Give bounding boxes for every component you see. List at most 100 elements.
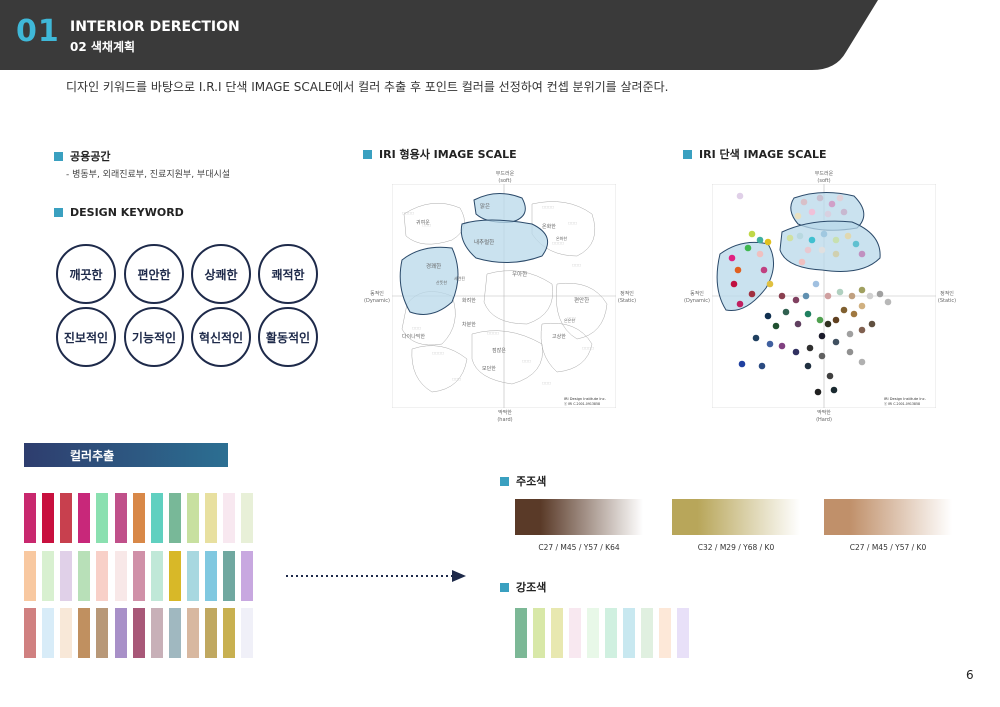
svg-text:□□□: □□□: [568, 221, 577, 225]
extracted-swatch: [78, 608, 91, 658]
extracted-swatch: [132, 493, 145, 543]
color-dot: [850, 310, 858, 318]
color-dot: [848, 292, 856, 300]
main-color-code: C27 / M45 / Y57 / K64: [538, 543, 620, 552]
public-space-list: - 병동부, 외래진료부, 진료지원부, 부대시설: [66, 170, 231, 180]
square-bullet-icon: [500, 583, 509, 592]
adj-left-label: 동적인 (Dynamic): [364, 291, 390, 304]
color-extract-banner: [24, 443, 228, 467]
page-subtitle: 02 색채계획: [70, 40, 136, 54]
svg-text:□□□: □□□: [542, 381, 551, 385]
keyword-circle: 기능적인: [124, 307, 184, 367]
color-dot: [736, 192, 744, 200]
color-dot: [868, 320, 876, 328]
color-dot: [736, 300, 744, 308]
svg-text:□□□: □□□: [522, 359, 531, 363]
color-dot: [764, 238, 772, 246]
extracted-swatch: [60, 551, 73, 601]
accent-color-swatch: [569, 608, 581, 658]
adjective-word: 경쾌한: [426, 262, 441, 270]
color-dot: [756, 236, 764, 244]
accent-color-swatch: [605, 608, 617, 658]
adjective-word: 고상한: [552, 333, 566, 340]
adj-top-label: 부드러운 (soft): [495, 171, 515, 184]
extracted-swatch: [96, 493, 109, 543]
extracted-swatch: [241, 608, 254, 658]
adjective-word: 세련된: [454, 275, 465, 281]
color-image-scale: IRI Design Institute Inc. ⓒ IRI C.2001-0…: [712, 184, 936, 408]
accent-color-swatch: [533, 608, 545, 658]
extracted-swatch: [205, 493, 217, 543]
color-dot: [824, 210, 832, 218]
color-dot: [748, 290, 756, 298]
color-dot: [846, 330, 854, 338]
color-dot: [808, 208, 816, 216]
main-color-swatch: [515, 499, 643, 535]
color-dot: [752, 334, 760, 342]
keyword-circle: 쾌적한: [258, 244, 318, 304]
extracted-swatch: [223, 608, 236, 658]
color-scale-heading: IRI 단색 IMAGE SCALE: [683, 146, 827, 162]
color-dot: [798, 258, 806, 266]
main-color-swatch: [824, 499, 952, 535]
adj-bottom-label: 딱딱한 (hard): [497, 410, 513, 423]
color-dot: [818, 246, 826, 254]
color-dot: [730, 280, 738, 288]
color-dot: [756, 250, 764, 258]
adjective-word: 귀여운: [416, 219, 430, 226]
color-dot: [772, 322, 780, 330]
extracted-swatch: [114, 608, 127, 658]
color-dot: [766, 340, 774, 348]
accent-color-heading: 강조색: [500, 579, 546, 595]
main-color-code: C27 / M45 / Y57 / K0: [849, 543, 927, 552]
color-dot: [840, 306, 848, 314]
extracted-swatch: [168, 551, 181, 601]
color-dot: [744, 244, 752, 252]
color-dot: [760, 266, 768, 274]
square-bullet-icon: [54, 152, 63, 161]
svg-text:□□□□: □□□□: [432, 351, 444, 355]
extracted-swatch: [205, 551, 217, 601]
square-bullet-icon: [683, 150, 692, 159]
adj-scale-credit: IRI Design Institute Inc.: [564, 397, 606, 401]
keyword-circle: 활동적인: [258, 307, 318, 367]
color-dot: [804, 362, 812, 370]
extracted-swatch: [205, 608, 217, 658]
extracted-swatch: [78, 493, 91, 543]
extracted-swatch: [60, 493, 73, 543]
color-dot: [858, 250, 866, 258]
color-dot: [858, 326, 866, 334]
svg-text:□□□: □□□: [572, 263, 581, 267]
svg-text:□□□□: □□□□: [582, 346, 594, 350]
extracted-swatch: [241, 493, 254, 543]
extracted-swatch: [168, 493, 181, 543]
color-dot: [804, 246, 812, 254]
adjective-word: 우아한: [512, 270, 527, 278]
design-keyword-heading: DESIGN KEYWORD: [54, 206, 184, 219]
accent-color-swatch: [587, 608, 599, 658]
color-dot: [836, 288, 844, 296]
section-number: 01: [16, 14, 60, 49]
color-dot: [734, 266, 742, 274]
page-number: 6: [966, 668, 974, 682]
color-dot: [782, 308, 790, 316]
color-dot: [792, 296, 800, 304]
square-bullet-icon: [500, 477, 509, 486]
extracted-swatch: [96, 551, 109, 601]
keyword-circle: 편안한: [124, 244, 184, 304]
color-dot: [764, 312, 772, 320]
extracted-swatch: [96, 608, 109, 658]
adjective-word: 화려한: [462, 297, 476, 304]
color-dot: [816, 316, 824, 324]
color-dot: [858, 286, 866, 294]
svg-text:□□□: □□□: [567, 316, 576, 320]
accent-color-swatch: [515, 608, 527, 658]
color-dot: [884, 298, 892, 306]
color-dot: [802, 292, 810, 300]
color-dot: [832, 338, 840, 346]
color-dot: [786, 234, 794, 242]
svg-text:□□□: □□□: [422, 223, 431, 227]
accent-color-swatch: [623, 608, 635, 658]
svg-text:□□□: □□□: [412, 326, 421, 330]
color-dot: [794, 212, 802, 220]
